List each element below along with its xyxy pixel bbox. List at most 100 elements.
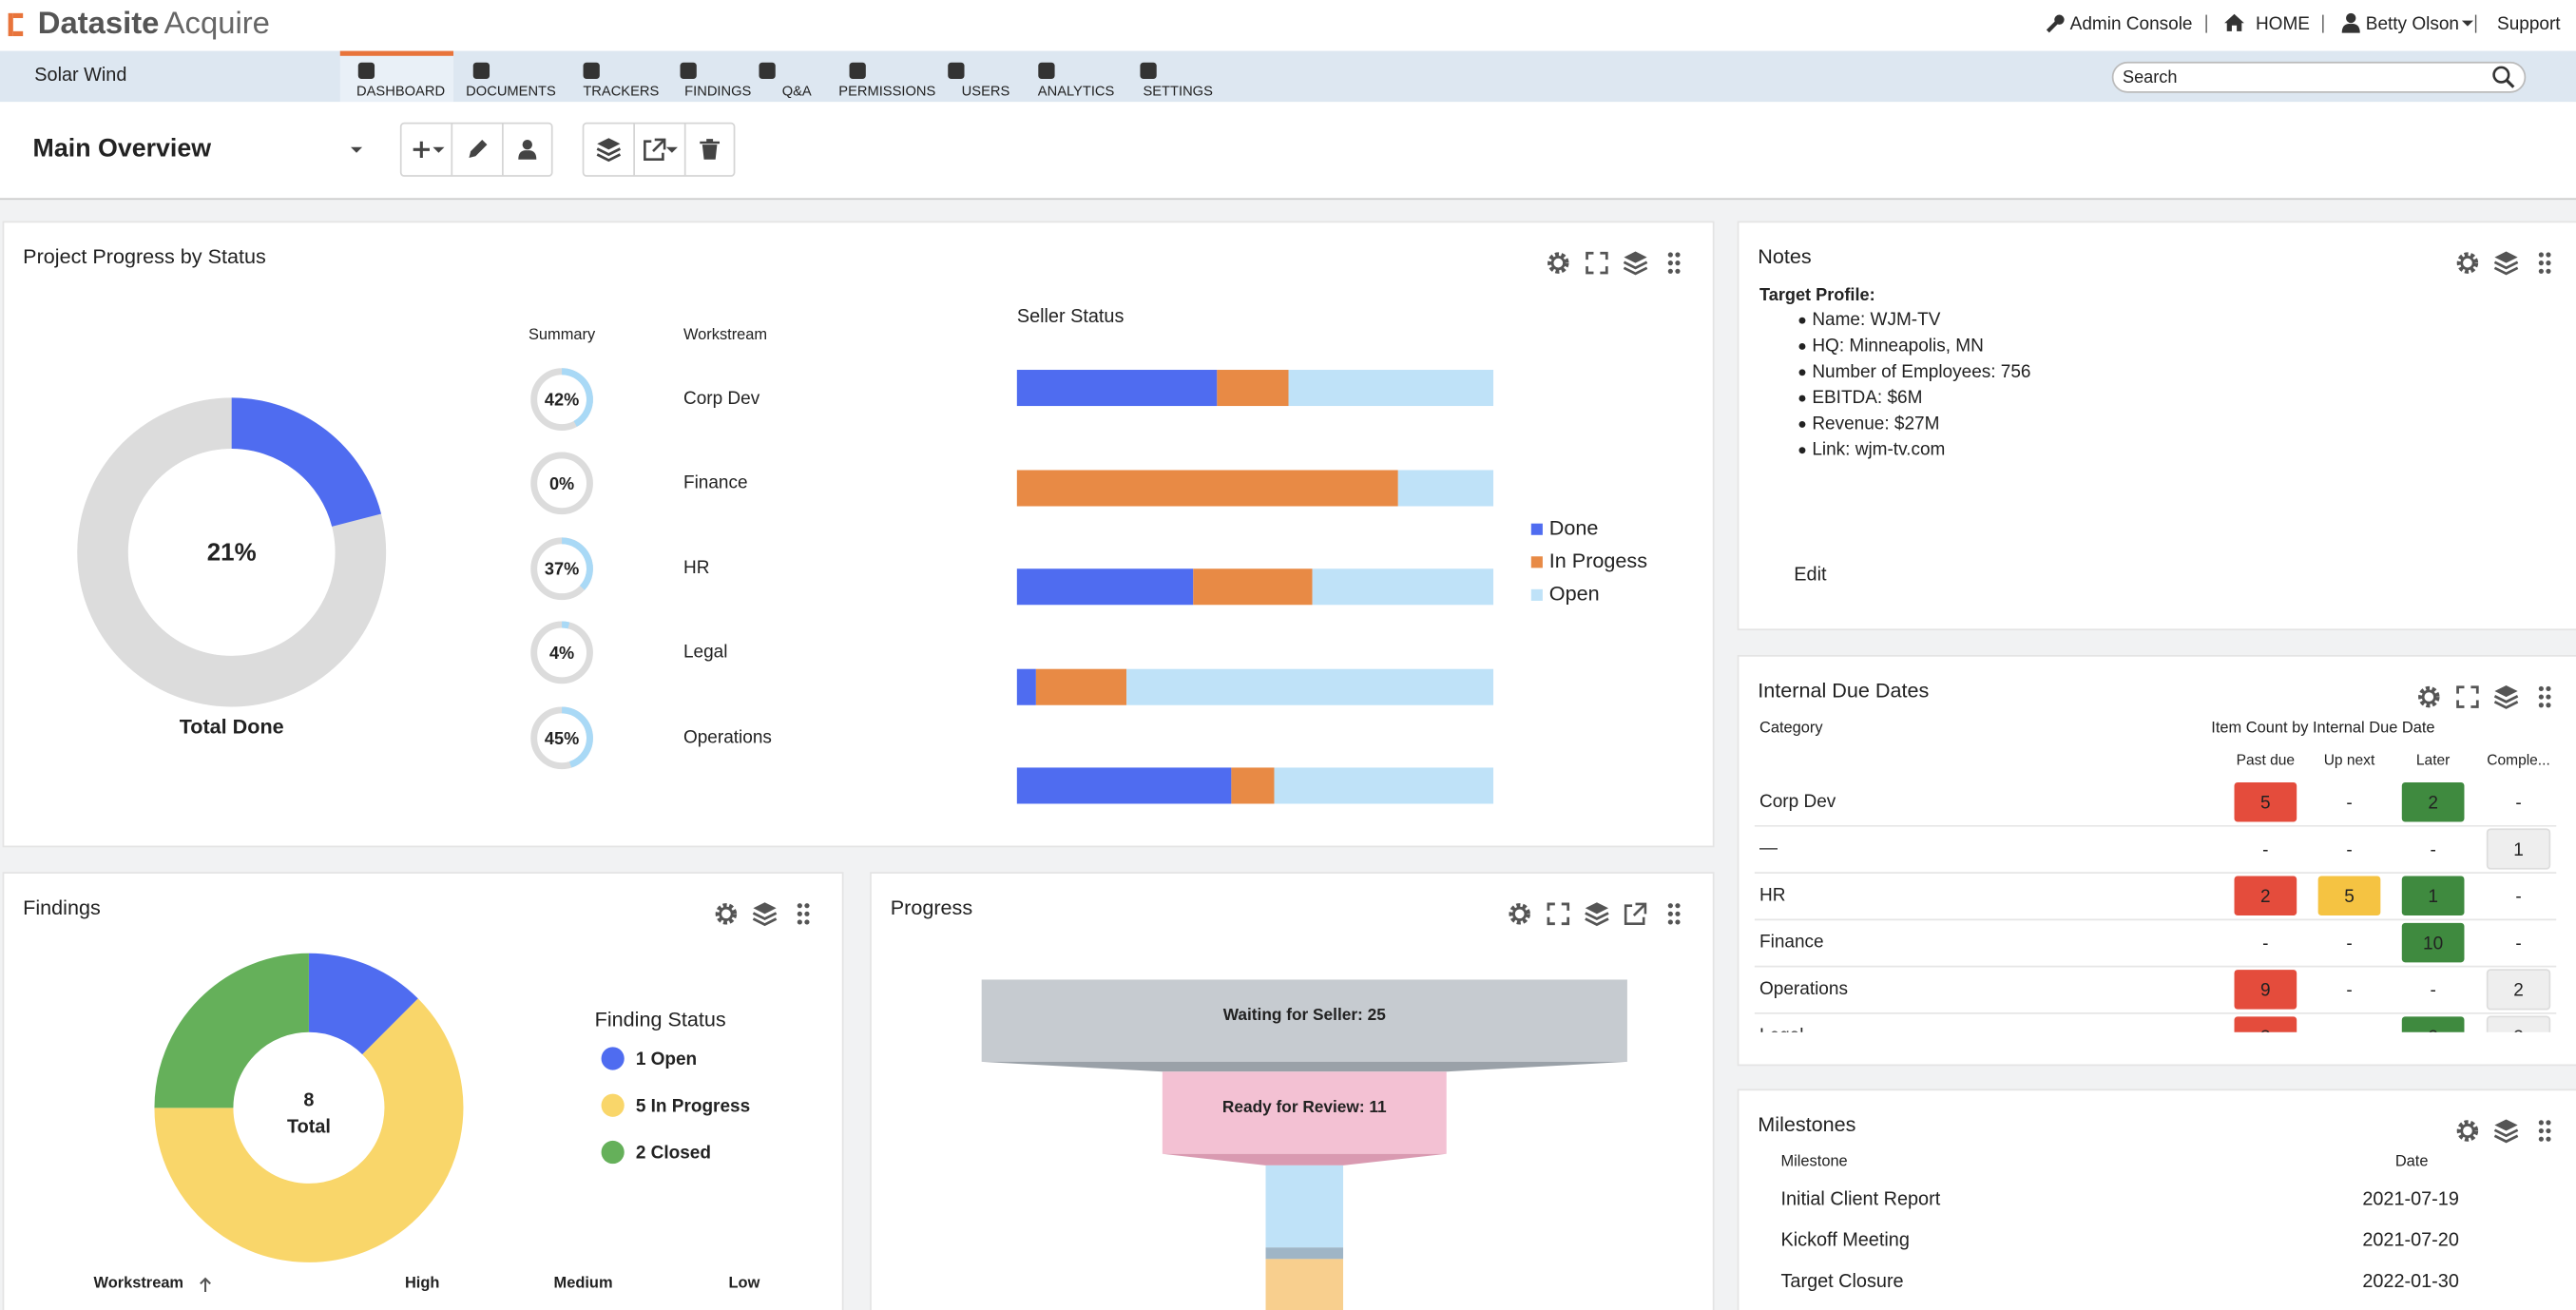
- caret: [350, 146, 363, 153]
- layers-icon[interactable]: [596, 138, 622, 163]
- nav-tab[interactable]: DOCUMENTS: [466, 85, 556, 100]
- gear-icon[interactable]: [715, 903, 738, 925]
- notes-edit[interactable]: Edit: [1794, 564, 1827, 585]
- nav-tab[interactable]: ANALYTICS: [1038, 85, 1115, 100]
- gear-icon[interactable]: [1509, 903, 1530, 925]
- legend-dot: [601, 1047, 625, 1070]
- layer: [753, 902, 777, 915]
- sort-up-icon[interactable]: [200, 1277, 211, 1292]
- count-badge[interactable]: [2401, 876, 2465, 916]
- plus-icon[interactable]: [413, 141, 430, 158]
- glyph: [680, 62, 697, 79]
- external-icon[interactable]: [1624, 902, 1647, 925]
- dots-icon[interactable]: [2538, 252, 2551, 274]
- layer: [596, 147, 622, 157]
- ring-track: [530, 452, 593, 515]
- dot: [1675, 919, 1681, 925]
- header-link[interactable]: Support: [2497, 14, 2561, 34]
- count-badge[interactable]: [2317, 876, 2381, 916]
- layers-icon[interactable]: [2493, 684, 2519, 709]
- header-link[interactable]: HOME: [2256, 14, 2310, 34]
- caret: [665, 146, 678, 153]
- bar-segment: [1035, 668, 1127, 705]
- dots-icon[interactable]: [1667, 903, 1681, 925]
- pie-segment: [154, 953, 311, 1109]
- count-cell: 2: [2260, 887, 2271, 907]
- count-cell: -: [2262, 840, 2268, 860]
- bar-segment: [1312, 568, 1494, 606]
- header-link[interactable]: Betty Olson: [2366, 14, 2459, 34]
- layer: [2494, 1119, 2518, 1131]
- panel: [1737, 221, 2576, 631]
- count-badge[interactable]: [2234, 1016, 2297, 1055]
- nav-tab[interactable]: SETTINGS: [1143, 85, 1213, 100]
- gear-ring: [2456, 1120, 2479, 1142]
- logo: Datasite Acquire: [38, 5, 270, 40]
- row-category: Operations: [1759, 979, 1848, 999]
- count-badge[interactable]: [2401, 781, 2465, 822]
- count-badge[interactable]: [2401, 922, 2465, 963]
- nav-tab[interactable]: USERS: [962, 85, 1010, 100]
- dot: [1667, 252, 1673, 258]
- gear-icon[interactable]: [2418, 685, 2440, 708]
- glyph: [948, 62, 965, 79]
- search-box[interactable]: [2111, 61, 2527, 93]
- workstream-name: Finance: [683, 472, 748, 492]
- layers-icon[interactable]: [1585, 902, 1609, 927]
- dots-icon[interactable]: [1667, 252, 1681, 274]
- body: [2341, 24, 2360, 33]
- handle: [2506, 79, 2515, 88]
- header-link[interactable]: Admin Console: [2070, 14, 2193, 34]
- layer: [2493, 1134, 2519, 1144]
- gear-icon[interactable]: [1548, 252, 1569, 274]
- milestone-name: Target Closure: [1780, 1271, 1903, 1292]
- funnel-stage: [1265, 1259, 1344, 1310]
- count-badge[interactable]: [2401, 1016, 2465, 1055]
- pencil: [469, 139, 488, 158]
- layers-icon[interactable]: [1623, 251, 1648, 276]
- glyph-icon: [680, 62, 697, 79]
- caret-icon: [350, 146, 363, 153]
- count-badge[interactable]: [2486, 828, 2551, 870]
- home-icon: [2224, 13, 2244, 31]
- gear-icon[interactable]: [2456, 252, 2479, 274]
- count-badge[interactable]: [2486, 969, 2551, 1011]
- funnel-neck: [981, 1061, 1627, 1072]
- expand-icon[interactable]: [2456, 685, 2479, 708]
- external-arrow: [652, 138, 666, 152]
- notes-heading: Target Profile:: [1759, 285, 1875, 304]
- pencil-icon[interactable]: [469, 139, 488, 158]
- layers-icon[interactable]: [752, 902, 778, 927]
- user-icon[interactable]: [518, 139, 537, 160]
- glyph: [1140, 62, 1157, 79]
- dots-icon[interactable]: [2538, 685, 2551, 708]
- funnel-neck: [1162, 1153, 1447, 1166]
- count-badge[interactable]: [2234, 876, 2297, 916]
- nav-tab[interactable]: DASHBOARD: [356, 85, 445, 100]
- dot: [797, 911, 802, 916]
- expand-icon[interactable]: [1586, 251, 1608, 275]
- panel: [2, 221, 1715, 848]
- dots-icon[interactable]: [797, 903, 810, 925]
- layers-icon[interactable]: [2493, 251, 2519, 276]
- count-badge[interactable]: [2234, 970, 2297, 1010]
- count-badge[interactable]: [2234, 781, 2297, 822]
- note-item: Number of Employees: 756: [1812, 362, 2030, 382]
- gear-core: [2460, 1123, 2475, 1139]
- nav-tab[interactable]: TRACKERS: [583, 85, 659, 100]
- funnel-stage: [981, 979, 1627, 1062]
- dots-icon[interactable]: [2538, 1120, 2551, 1142]
- external-icon[interactable]: [644, 138, 666, 162]
- nav-tab[interactable]: Q&A: [782, 85, 812, 100]
- dot: [2546, 685, 2551, 692]
- nav-tab[interactable]: FINDINGS: [684, 85, 751, 100]
- dot: [1667, 911, 1673, 916]
- dot: [797, 919, 802, 925]
- expand-icon[interactable]: [1547, 902, 1570, 926]
- gear-icon[interactable]: [2456, 1120, 2479, 1142]
- trash-icon[interactable]: [700, 139, 721, 160]
- layers-icon[interactable]: [2493, 1119, 2519, 1144]
- count-badge[interactable]: [2486, 1015, 2551, 1055]
- nav-tab[interactable]: PERMISSIONS: [838, 85, 935, 100]
- dot: [2546, 703, 2551, 708]
